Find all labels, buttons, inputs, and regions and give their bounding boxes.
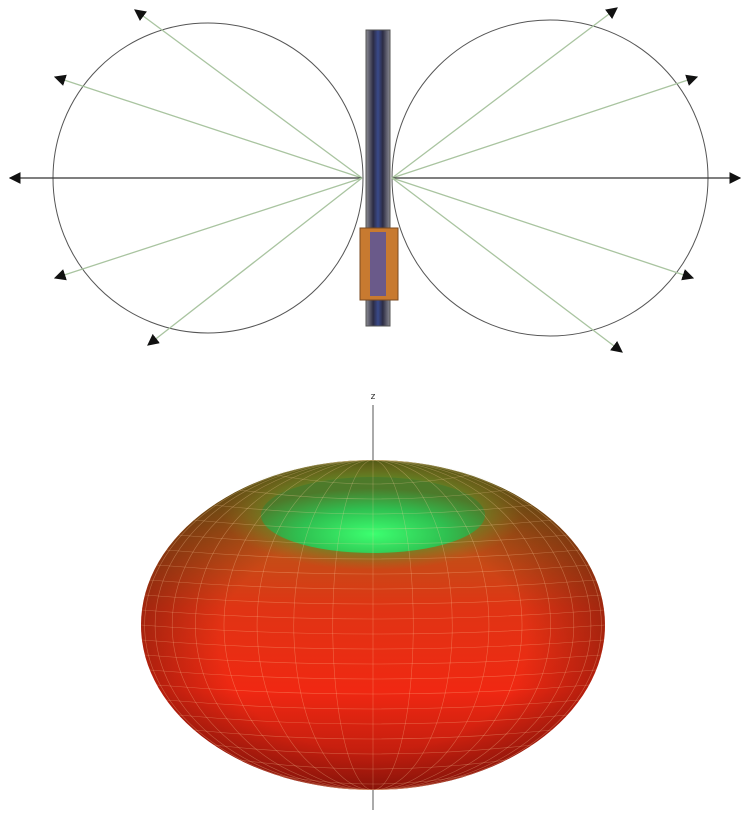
mesh-line [372, 460, 575, 790]
mesh-line [154, 460, 374, 790]
mesh-line [372, 460, 414, 790]
mesh-line [195, 460, 374, 790]
pattern-2d [8, 7, 742, 353]
rays [8, 7, 742, 353]
ray [53, 74, 363, 179]
mesh-line [141, 609, 605, 620]
mesh [141, 460, 605, 790]
mesh-line [166, 699, 580, 710]
mesh-line [193, 729, 553, 740]
mesh-line [239, 759, 507, 770]
mesh-line [178, 714, 568, 725]
mesh-line [166, 549, 580, 560]
ray [53, 177, 363, 281]
mesh-line [141, 624, 605, 635]
mesh-line [178, 534, 568, 545]
mesh-line [239, 489, 507, 500]
antenna [359, 29, 399, 327]
mesh-line [171, 460, 374, 790]
mesh-line [144, 654, 602, 665]
mesh-line [144, 594, 602, 605]
mesh-line [276, 774, 470, 785]
mesh-line [223, 460, 374, 790]
ray [391, 7, 618, 179]
mesh-line [332, 460, 374, 790]
mesh-line [372, 460, 453, 790]
mesh-line [156, 564, 590, 575]
ray [147, 177, 363, 346]
mesh-line [293, 460, 374, 790]
mesh-line [141, 639, 605, 650]
pattern-3d: z [141, 392, 605, 810]
ray [391, 177, 623, 353]
sleeve-core [370, 232, 386, 296]
mesh-line [149, 669, 597, 680]
ray [391, 74, 699, 179]
mesh-line [213, 504, 533, 515]
mesh-line [276, 474, 470, 485]
mesh-line [372, 460, 490, 790]
ray [134, 9, 363, 179]
mesh-line [149, 579, 597, 590]
axis-label: z [371, 392, 376, 402]
mesh-line [213, 744, 533, 755]
mesh-line [256, 460, 374, 790]
mesh-line [156, 684, 590, 695]
mesh-line [372, 460, 551, 790]
ray [391, 177, 695, 281]
torus-hole [261, 477, 485, 553]
mesh-line [372, 460, 523, 790]
mesh-line [372, 460, 602, 790]
mesh-line [144, 460, 374, 790]
mesh-line [372, 460, 592, 790]
mesh-line [193, 519, 553, 530]
